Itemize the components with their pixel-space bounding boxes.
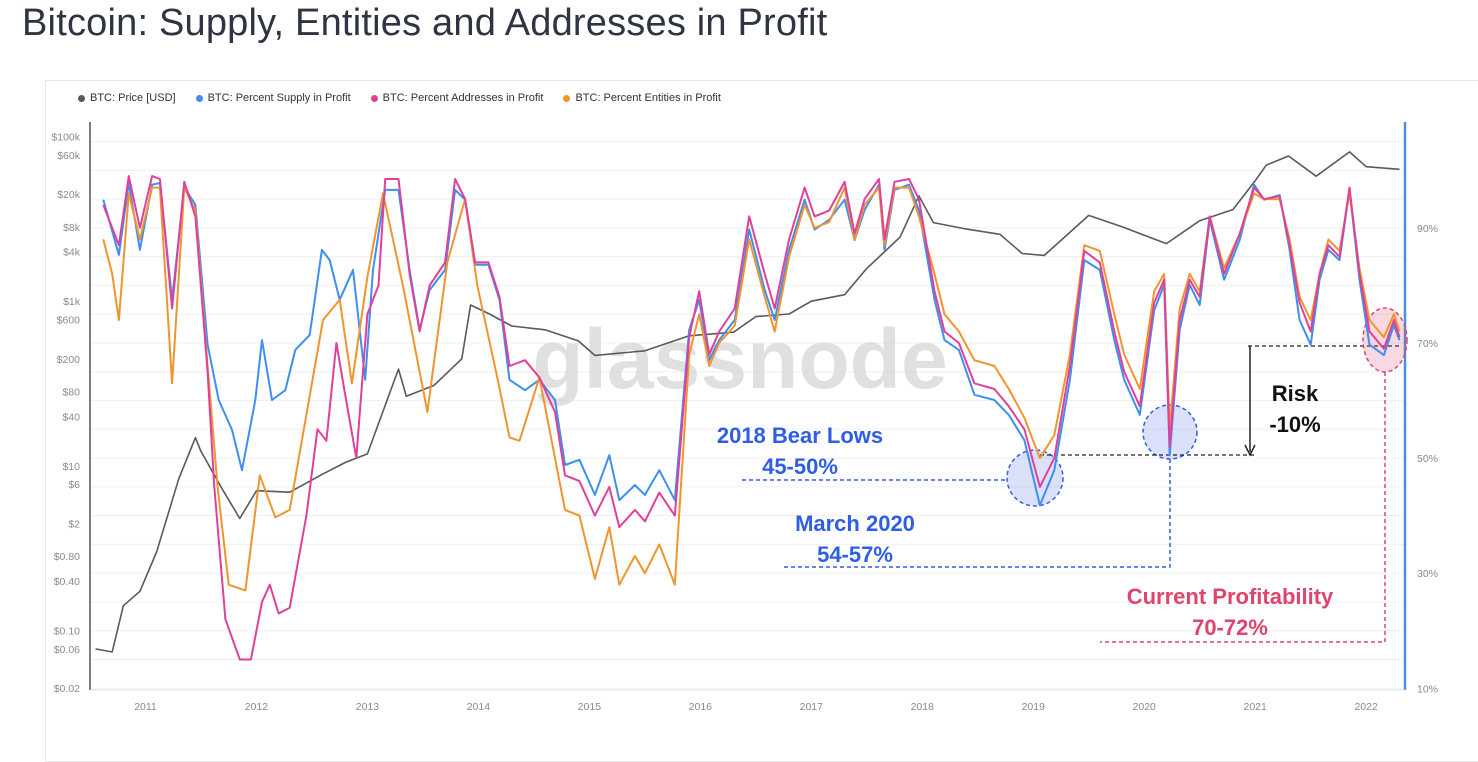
left-tick-label: $4k: [63, 247, 81, 259]
right-tick-label: 90%: [1417, 223, 1438, 235]
left-tick-label: $0.06: [54, 644, 80, 656]
left-tick-label: $1k: [63, 296, 81, 308]
left-tick-label: $8k: [63, 222, 81, 234]
left-tick-label: $0.10: [54, 626, 80, 638]
annotation-text: Risk: [1255, 378, 1335, 409]
watermark: glassnode: [532, 312, 947, 406]
x-tick-label: 2017: [800, 701, 824, 713]
left-tick-label: $0.80: [54, 551, 80, 563]
right-tick-label: 50%: [1417, 453, 1438, 465]
annotation-current-profitability: Current Profitability 70-72%: [1100, 581, 1360, 643]
x-tick-label: 2012: [245, 701, 269, 713]
x-tick-label: 2013: [356, 701, 380, 713]
x-tick-label: 2015: [578, 701, 602, 713]
left-tick-label: $0.02: [54, 683, 80, 695]
right-tick-label: 10%: [1417, 683, 1438, 695]
left-tick-label: $80: [62, 387, 80, 399]
left-tick-label: $20k: [57, 189, 81, 201]
annotation-value: -10%: [1255, 409, 1335, 440]
annotation-value: 54-57%: [755, 539, 955, 570]
annotation-text: 2018 Bear Lows: [700, 420, 900, 451]
annotation-text: Current Profitability: [1100, 581, 1360, 612]
x-tick-label: 2019: [1022, 701, 1046, 713]
annotation-bear-lows: 2018 Bear Lows 45-50%: [700, 420, 900, 482]
left-tick-label: $6: [68, 479, 80, 491]
left-tick-label: $200: [57, 354, 81, 366]
x-tick-label: 2022: [1354, 701, 1378, 713]
annotation-march-2020: March 2020 54-57%: [755, 508, 955, 570]
x-tick-label: 2014: [467, 701, 491, 713]
x-tick-label: 2020: [1133, 701, 1157, 713]
annotation-text: March 2020: [755, 508, 955, 539]
left-tick-label: $40: [62, 411, 80, 423]
right-tick-label: 30%: [1417, 568, 1438, 580]
left-tick-label: $60k: [57, 150, 81, 162]
right-tick-label: 70%: [1417, 338, 1438, 350]
annotation-value: 45-50%: [700, 451, 900, 482]
left-tick-label: $600: [57, 314, 81, 326]
x-tick-label: 2011: [134, 701, 157, 713]
x-tick-label: 2021: [1244, 701, 1268, 713]
left-tick-label: $2: [68, 518, 80, 530]
annotation-value: 70-72%: [1100, 612, 1360, 643]
annotation-risk: Risk -10%: [1255, 378, 1335, 440]
left-tick-label: $10: [62, 461, 80, 473]
left-tick-label: $0.40: [54, 576, 80, 588]
left-tick-label: $100k: [51, 132, 80, 144]
x-tick-label: 2018: [911, 701, 935, 713]
x-tick-label: 2016: [689, 701, 713, 713]
